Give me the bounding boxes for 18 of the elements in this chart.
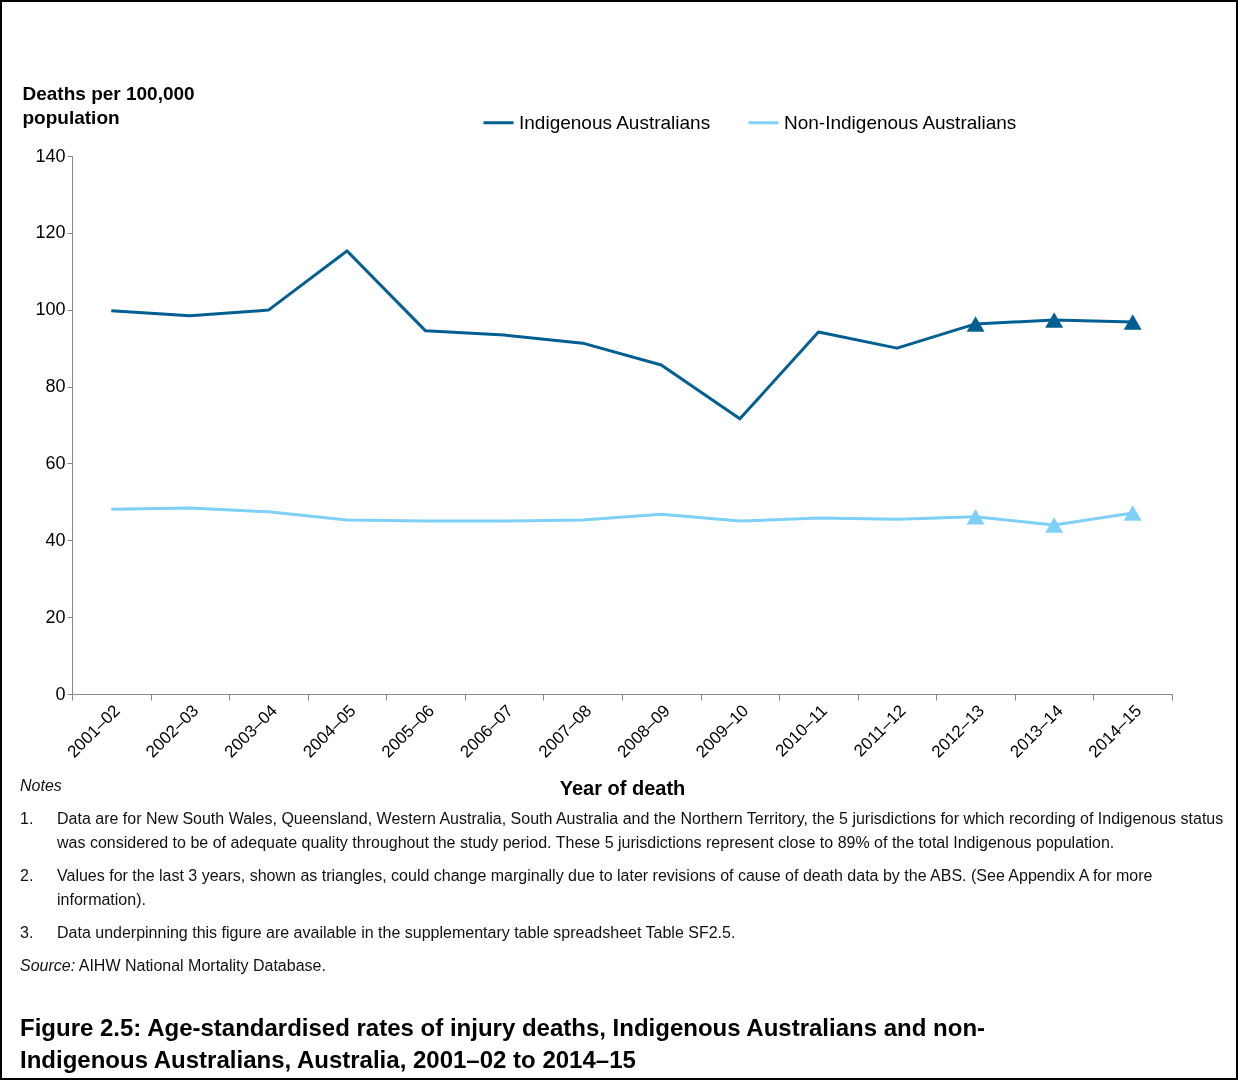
text: 2. Values for the last 3 years, shown as triangles, could change marginally due to later revisions of cause of death data by the ABS. (See Appendix A for more information). [20,867,1153,908]
text: Notes [20,777,62,794]
y-tick-label: 80 [45,376,66,397]
y-tick-label: 140 [35,145,66,166]
text: 3. Data underpinning this figure are available in the supplementary table spreadsheet Table SF2.5. [20,924,736,941]
legend-label: Indigenous Australians [519,111,711,133]
text: 1. Data are for New South Wales, Queensland, Western Australia, South Australia and the Northern Territory, the 5 jurisdictions for which recording of Indigenous status was considered to be of adequate quality throughout the study period. These 5 jurisdictions represent close to 89% of the total Indigenous population. [20,810,1224,851]
legend-label: Non-Indigenous Australians [784,111,1017,133]
y-tick-label: 120 [35,222,66,243]
y-tick-label: 60 [45,452,66,473]
text: Figure 2.5: Age-standardised rates of injury deaths, Indigenous Australians and non-Indigenous Australians, Australia, 2001–02 to 2014–15 [20,1013,987,1075]
source-note: Source: AIHW National Mortality Database. [20,956,327,976]
x-axis-title: Year of death [559,776,686,799]
y-tick-label: 20 [45,606,66,627]
y-axis-title: Deaths per 100,000 population [22,82,195,128]
y-tick-label: 100 [35,299,66,320]
y-tick-label: 0 [55,683,66,704]
y-tick-label: 40 [45,529,66,550]
